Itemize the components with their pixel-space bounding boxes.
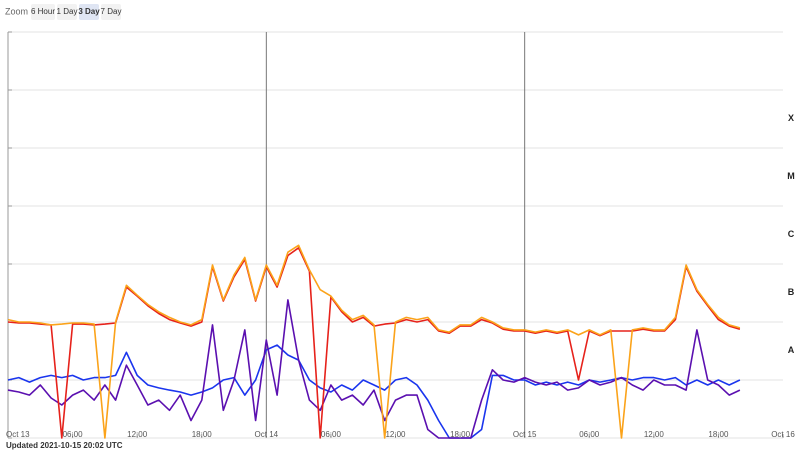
x-tick-label: 12:00 — [644, 430, 665, 439]
zoom-button-text[interactable]: 1 Day — [57, 7, 78, 16]
class-label: A — [788, 345, 795, 355]
zoom-button[interactable]: 1 Day — [57, 4, 78, 20]
zoom-button-bg[interactable] — [79, 4, 99, 20]
zoom-button[interactable]: 6 Hour — [31, 4, 55, 20]
x-tick-label: 12:00 — [385, 430, 406, 439]
x-tick-label: 06:00 — [321, 430, 342, 439]
x-tick-label: 12:00 — [127, 430, 148, 439]
zoom-button-bg[interactable] — [101, 4, 121, 20]
flux-line — [7, 244, 741, 439]
x-tick-label: Oct 14 — [255, 430, 279, 439]
axis-labels: A B C M X Oct 13 06:00 12:00 18:00 Oct 14 06:00 12:… — [6, 113, 795, 439]
class-label: M — [787, 171, 795, 181]
zoom-button[interactable]: 7 Day — [101, 4, 122, 20]
class-label: B — [788, 287, 795, 297]
series — [7, 244, 741, 439]
x-tick-label: 18:00 — [450, 430, 471, 439]
zoom-button[interactable]: 3 Day — [78, 4, 100, 20]
flux-line — [7, 299, 741, 439]
x-tick-label: Oct 16 — [771, 430, 795, 439]
zoom-button-text[interactable]: 7 Day — [101, 7, 122, 16]
x-tick-label: Oct 13 — [6, 430, 30, 439]
x-tick-label: 06:00 — [579, 430, 600, 439]
updated-note: Updated 2021-10-15 20:02 UTC — [6, 441, 123, 450]
zoom-button-bg[interactable] — [31, 4, 55, 20]
zoom-buttons: 6 Hour 1 Day 3 Day 7 Day — [31, 4, 121, 20]
x-tick-label: 18:00 — [192, 430, 213, 439]
class-label: X — [788, 113, 794, 123]
x-tick-label: 06:00 — [63, 430, 84, 439]
x-tick-label: Oct 15 — [513, 430, 537, 439]
zoom-button-text[interactable]: 3 Day — [78, 7, 100, 16]
zoom-button-text[interactable]: 6 Hour — [31, 7, 55, 16]
x-tick-label: 18:00 — [708, 430, 729, 439]
zoom-button-bg[interactable] — [57, 4, 77, 20]
class-label: C — [788, 229, 795, 239]
zoom-label: Zoom — [5, 6, 28, 16]
